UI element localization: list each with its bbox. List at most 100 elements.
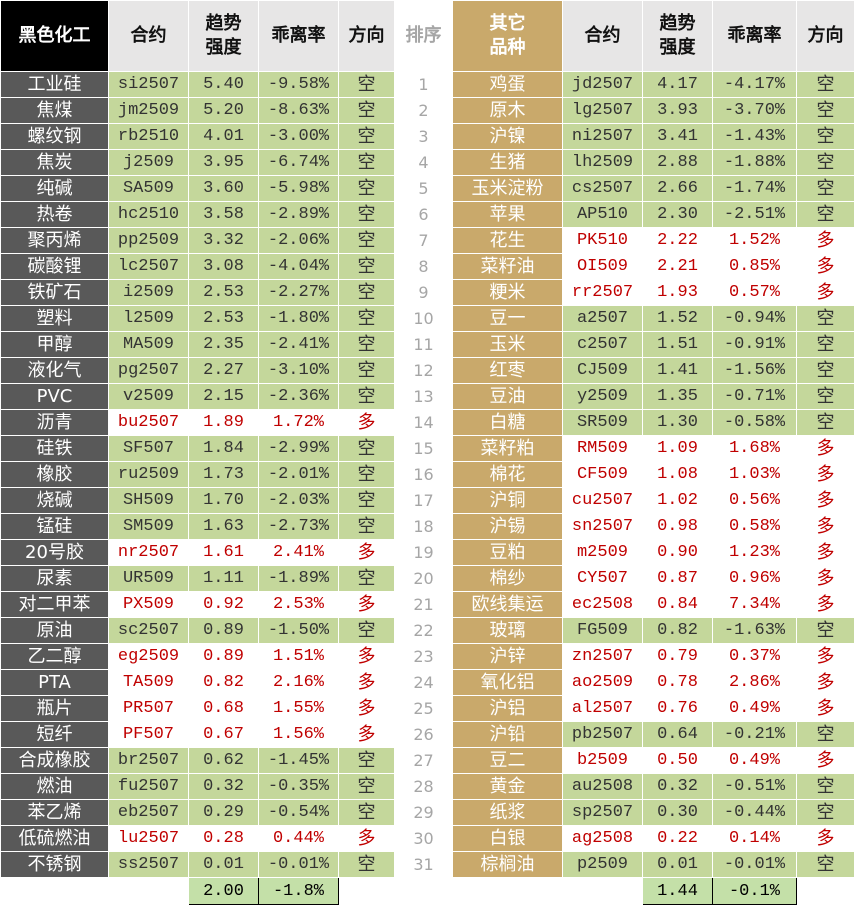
trend-strength-cell: 3.93: [642, 97, 713, 124]
variety-cell: 粳米: [452, 279, 563, 306]
data-row: 锰硅 SM509 1.63 -2.73% 空 18 沪锡 sn2507 0.98 0.58% 多: [0, 513, 854, 540]
direction-cell: 多: [796, 435, 854, 462]
variety-cell: 棉纱: [452, 565, 563, 592]
direction-cell: 空: [338, 487, 395, 514]
deviation-cell: -2.01%: [258, 461, 339, 488]
trend-strength-cell: 2.35: [188, 331, 259, 358]
contract-cell: lh2509: [562, 149, 643, 176]
rank-cell: 11: [394, 331, 453, 358]
contract-cell: cu2507: [562, 487, 643, 514]
contract-cell: CF509: [562, 461, 643, 488]
variety-cell: 硅铁: [0, 435, 109, 462]
deviation-cell: -4.04%: [258, 253, 339, 280]
trend-strength-cell: 0.98: [642, 513, 713, 540]
deviation-cell: -1.74%: [712, 175, 797, 202]
variety-cell: 纸浆: [452, 799, 563, 826]
header-variety: 黑色化工: [0, 0, 109, 72]
contract-cell: ni2507: [562, 123, 643, 150]
direction-cell: 空: [796, 799, 854, 826]
contract-cell: PK510: [562, 227, 643, 254]
data-row: PVC v2509 2.15 -2.36% 空 13 豆油 y2509 1.35 -0.71% 空: [0, 383, 854, 410]
variety-cell: 橡胶: [0, 461, 109, 488]
footer-avg-deviation: -1.8%: [258, 877, 339, 905]
trend-strength-cell: 1.08: [642, 461, 713, 488]
direction-cell: 空: [796, 617, 854, 644]
contract-cell: rr2507: [562, 279, 643, 306]
variety-cell: 菜籽粕: [452, 435, 563, 462]
rank-cell: 2: [394, 97, 453, 124]
header-direction: 方向: [796, 0, 854, 72]
deviation-cell: 0.58%: [712, 513, 797, 540]
deviation-cell: 1.52%: [712, 227, 797, 254]
trend-strength-cell: 2.27: [188, 357, 259, 384]
variety-cell: 螺纹钢: [0, 123, 109, 150]
direction-cell: 空: [796, 851, 854, 878]
footer-blank: [108, 877, 189, 905]
direction-cell: 空: [338, 305, 395, 332]
rank-cell: 4: [394, 149, 453, 176]
rank-cell: 28: [394, 773, 453, 800]
deviation-cell: -2.73%: [258, 513, 339, 540]
variety-cell: 棕榈油: [452, 851, 563, 878]
data-row: 合成橡胶 br2507 0.62 -1.45% 空 27 豆二 b2509 0.50 0.49% 多: [0, 747, 854, 774]
direction-cell: 空: [338, 331, 395, 358]
trend-strength-cell: 1.09: [642, 435, 713, 462]
direction-cell: 空: [338, 97, 395, 124]
direction-cell: 多: [338, 695, 395, 722]
trend-strength-cell: 1.70: [188, 487, 259, 514]
footer-blank: [796, 877, 854, 905]
variety-cell: 热卷: [0, 201, 109, 228]
trend-strength-cell: 4.01: [188, 123, 259, 150]
trend-strength-cell: 0.89: [188, 617, 259, 644]
trend-strength-cell: 1.30: [642, 409, 713, 436]
trend-strength-cell: 1.73: [188, 461, 259, 488]
header-variety: 其它 品种: [452, 0, 563, 72]
contract-cell: PR507: [108, 695, 189, 722]
data-row: 塑料 l2509 2.53 -1.80% 空 10 豆一 a2507 1.52 -0.94% 空: [0, 305, 854, 332]
rank-cell: 7: [394, 227, 453, 254]
contract-cell: fu2507: [108, 773, 189, 800]
rank-cell: 9: [394, 279, 453, 306]
trend-strength-cell: 2.15: [188, 383, 259, 410]
direction-cell: 空: [796, 201, 854, 228]
contract-cell: cs2507: [562, 175, 643, 202]
deviation-cell: 0.57%: [712, 279, 797, 306]
deviation-cell: -1.50%: [258, 617, 339, 644]
trend-strength-cell: 0.64: [642, 721, 713, 748]
trend-strength-cell: 0.89: [188, 643, 259, 670]
variety-cell: 沪镍: [452, 123, 563, 150]
contract-cell: nr2507: [108, 539, 189, 566]
header-row: 黑色化工 合约 趋势 强度 乖离率 方向 排序 其它 品种 合约 趋势 强度 乖离率 方向: [0, 0, 854, 72]
contract-cell: l2509: [108, 305, 189, 332]
data-row: 焦煤 jm2509 5.20 -8.63% 空 2 原木 lg2507 3.93 -3.70% 空: [0, 97, 854, 124]
contract-cell: SA509: [108, 175, 189, 202]
direction-cell: 空: [796, 409, 854, 436]
deviation-cell: -2.36%: [258, 383, 339, 410]
contract-cell: p2509: [562, 851, 643, 878]
trend-strength-cell: 1.11: [188, 565, 259, 592]
variety-cell: 苹果: [452, 201, 563, 228]
trend-strength-cell: 2.30: [642, 201, 713, 228]
data-row: 乙二醇 eg2509 0.89 1.51% 多 23 沪锌 zn2507 0.79 0.37% 多: [0, 643, 854, 670]
contract-cell: lu2507: [108, 825, 189, 852]
variety-cell: PTA: [0, 669, 109, 696]
trend-strength-cell: 3.58: [188, 201, 259, 228]
deviation-cell: 0.56%: [712, 487, 797, 514]
direction-cell: 空: [796, 175, 854, 202]
contract-cell: lg2507: [562, 97, 643, 124]
rank-cell: 8: [394, 253, 453, 280]
deviation-cell: -9.58%: [258, 71, 339, 98]
direction-cell: 空: [796, 331, 854, 358]
variety-cell: 苯乙烯: [0, 799, 109, 826]
contract-cell: RM509: [562, 435, 643, 462]
deviation-cell: -3.10%: [258, 357, 339, 384]
trend-strength-cell: 1.61: [188, 539, 259, 566]
deviation-cell: -0.71%: [712, 383, 797, 410]
direction-cell: 多: [796, 565, 854, 592]
contract-cell: v2509: [108, 383, 189, 410]
contract-cell: CY507: [562, 565, 643, 592]
direction-cell: 空: [338, 747, 395, 774]
direction-cell: 多: [796, 695, 854, 722]
variety-cell: 沪锡: [452, 513, 563, 540]
